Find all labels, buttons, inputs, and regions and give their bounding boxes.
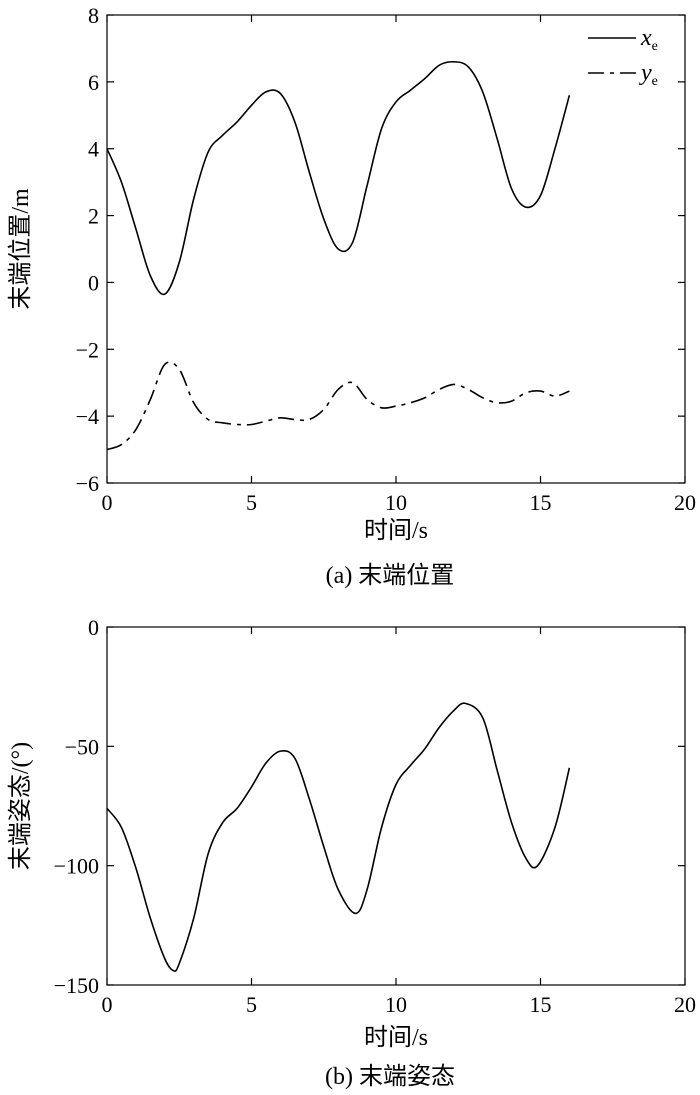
chart-b-x-tick-label: 20 — [674, 992, 696, 1017]
chart-a-series-line-x-e — [106, 60, 571, 296]
chart-b-x-axis-label: 时间/s — [364, 1024, 428, 1051]
chart-b-ticks: 0 5 10 15 20 −150 −100 −50 0 — [54, 615, 696, 1017]
chart-b-x-tick-label: 5 — [246, 992, 257, 1017]
chart-b-x-tick-label: 0 — [102, 992, 113, 1017]
chart-a-x-tick-label: 15 — [530, 490, 552, 515]
chart-b-y-tick-label: −100 — [54, 854, 99, 879]
legend-subscript: e — [652, 39, 658, 54]
chart-a-y-tick-label: 0 — [88, 270, 99, 295]
legend-subscript: e — [652, 74, 658, 89]
chart-b-series-line-0 — [106, 702, 571, 972]
chart-a-series-lines — [106, 60, 571, 451]
chart-a-plot-frame — [106, 14, 686, 484]
legend-label-x-e: xe — [640, 25, 658, 54]
chart-a-y-tick-label: 2 — [88, 204, 99, 229]
chart-a-y-tick-label: −4 — [76, 404, 99, 429]
chart-a-x-axis-label: 时间/s — [364, 517, 428, 544]
chart-b-caption: (b) 末端姿态 — [325, 1063, 455, 1090]
chart-a-y-tick-label: −2 — [76, 337, 99, 362]
chart-b-y-tick-label: 0 — [88, 615, 99, 640]
chart-a-y-tick-label: −6 — [76, 471, 99, 496]
chart-a-x-tick-label: 0 — [102, 490, 113, 515]
chart-a-x-tick-label: 10 — [385, 490, 407, 515]
chart-a-y-tick-label: 6 — [88, 70, 99, 95]
chart-b-x-tick-label: 15 — [530, 992, 552, 1017]
chart-a-y-tick-label: 4 — [88, 137, 99, 162]
chart-b-y-tick-label: −50 — [65, 734, 99, 759]
chart-b-y-axis-label: 末端姿态/(°) — [7, 742, 34, 870]
chart-b-series-lines — [106, 702, 571, 972]
chart-b-y-tick-label: −150 — [54, 973, 99, 998]
legend-label-y-e: ye — [639, 60, 658, 89]
chart-b-plot-frame — [106, 626, 686, 986]
chart-b-orientation: 0 5 10 15 20 −150 −100 −50 0 时间/s 末端姿态/(°) (b) 末… — [7, 615, 696, 1090]
chart-a-ticks: 0 5 10 15 20 −6 −4 −2 0 2 4 6 8 — [76, 3, 696, 515]
chart-a-position: 0 5 10 15 20 −6 −4 −2 0 2 4 6 8 xe ye 时间/s 末端位置/m (a)… — [7, 3, 696, 589]
chart-a-y-axis-label: 末端位置/m — [7, 188, 34, 310]
chart-a-series-line-y-e — [106, 361, 570, 451]
chart-a-x-tick-label: 20 — [674, 490, 696, 515]
chart-a-x-tick-label: 5 — [246, 490, 257, 515]
chart-b-x-tick-label: 10 — [385, 992, 407, 1017]
chart-a-caption: (a) 末端位置 — [326, 562, 455, 589]
chart-a-y-tick-label: 8 — [88, 3, 99, 28]
chart-a-legend: xe ye — [588, 25, 658, 89]
